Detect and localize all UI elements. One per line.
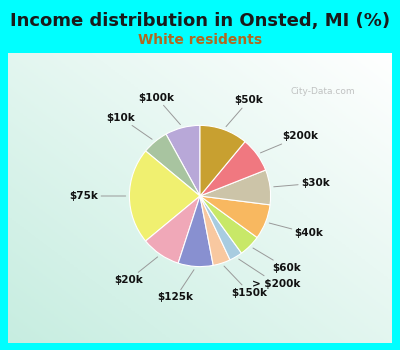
Text: Income distribution in Onsted, MI (%): Income distribution in Onsted, MI (%) <box>10 12 390 30</box>
Wedge shape <box>129 151 200 241</box>
Wedge shape <box>200 196 270 238</box>
Wedge shape <box>146 196 200 263</box>
Text: $75k: $75k <box>70 191 126 201</box>
Text: City-Data.com: City-Data.com <box>290 88 355 96</box>
Wedge shape <box>166 125 200 196</box>
Text: $20k: $20k <box>114 257 158 285</box>
Wedge shape <box>146 134 200 196</box>
Text: $10k: $10k <box>106 113 152 139</box>
Text: $125k: $125k <box>158 270 194 302</box>
Text: $200k: $200k <box>260 131 318 153</box>
Wedge shape <box>200 142 266 196</box>
Wedge shape <box>178 196 213 267</box>
Wedge shape <box>200 196 242 260</box>
Text: $60k: $60k <box>253 248 301 273</box>
Text: White residents: White residents <box>138 33 262 47</box>
Text: $100k: $100k <box>139 92 180 125</box>
Text: $150k: $150k <box>224 266 268 298</box>
Text: $50k: $50k <box>226 95 263 127</box>
Text: $40k: $40k <box>269 223 324 238</box>
Wedge shape <box>200 170 271 205</box>
Wedge shape <box>200 125 245 196</box>
Wedge shape <box>200 196 257 253</box>
Text: > $200k: > $200k <box>239 259 300 288</box>
Wedge shape <box>200 196 230 265</box>
Text: $30k: $30k <box>274 178 330 188</box>
